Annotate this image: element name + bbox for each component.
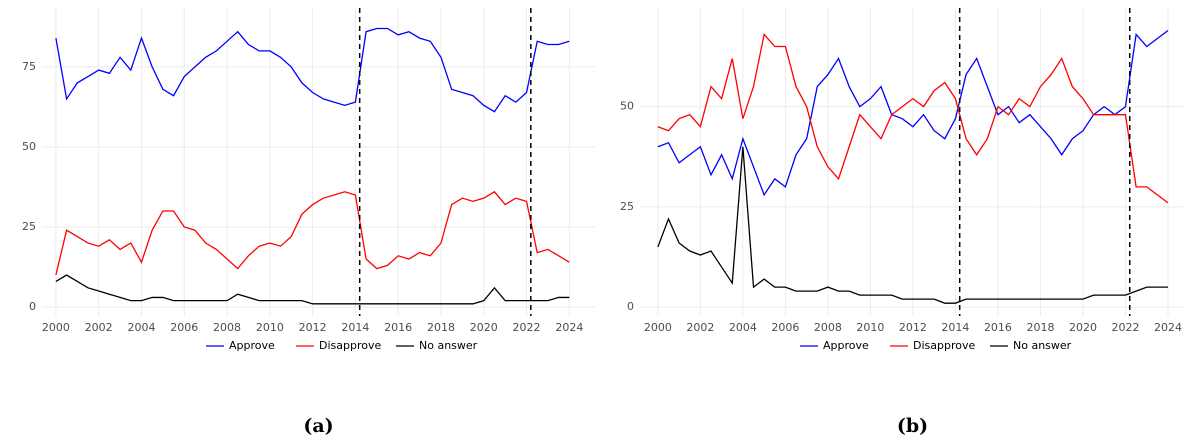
y-tick-label: 75: [22, 60, 36, 73]
series-line: [657, 29, 1169, 197]
series-line: [55, 190, 570, 276]
series-line: [657, 146, 1168, 304]
x-tick-label: 2012: [299, 321, 327, 334]
x-tick-label: 2002: [686, 321, 714, 334]
x-tick-label: 2014: [941, 321, 969, 334]
x-tick-label: 2020: [1069, 321, 1097, 334]
x-tick-label: 2010: [856, 321, 884, 334]
y-tick-label: 50: [22, 140, 36, 153]
y-tick-label: 0: [29, 300, 36, 313]
x-tick-label: 2000: [644, 321, 672, 334]
series-line: [657, 33, 1169, 204]
y-tick-label: 50: [620, 100, 634, 113]
x-tick-label: 2012: [899, 321, 927, 334]
legend-label: Approve: [823, 339, 869, 352]
legend-label: No answer: [1013, 339, 1072, 352]
y-tick-label: 25: [22, 220, 36, 233]
x-tick-label: 2004: [127, 321, 155, 334]
y-tick-label: 0: [627, 300, 634, 313]
x-tick-label: 2008: [814, 321, 842, 334]
x-tick-label: 2022: [1111, 321, 1139, 334]
x-tick-label: 2018: [1026, 321, 1054, 334]
x-tick-label: 2024: [1154, 321, 1182, 334]
x-tick-label: 2004: [729, 321, 757, 334]
x-tick-label: 2010: [256, 321, 284, 334]
series-line: [55, 274, 570, 305]
legend-label: Disapprove: [913, 339, 975, 352]
x-tick-label: 2006: [170, 321, 198, 334]
legend-label: Disapprove: [319, 339, 381, 352]
x-tick-label: 2006: [771, 321, 799, 334]
x-tick-label: 2016: [984, 321, 1012, 334]
caption: (a): [303, 415, 333, 437]
x-tick-label: 2002: [85, 321, 113, 334]
x-tick-label: 2000: [42, 321, 70, 334]
legend-label: No answer: [419, 339, 478, 352]
legend-label: Approve: [229, 339, 275, 352]
y-tick-label: 25: [620, 200, 634, 213]
x-tick-label: 2022: [513, 321, 541, 334]
x-tick-label: 2020: [470, 321, 498, 334]
x-tick-label: 2016: [384, 321, 412, 334]
x-tick-label: 2024: [555, 321, 583, 334]
series-line: [55, 27, 570, 113]
x-tick-label: 2008: [213, 321, 241, 334]
x-tick-label: 2014: [341, 321, 369, 334]
x-tick-label: 2018: [427, 321, 455, 334]
caption: (b): [897, 415, 928, 437]
